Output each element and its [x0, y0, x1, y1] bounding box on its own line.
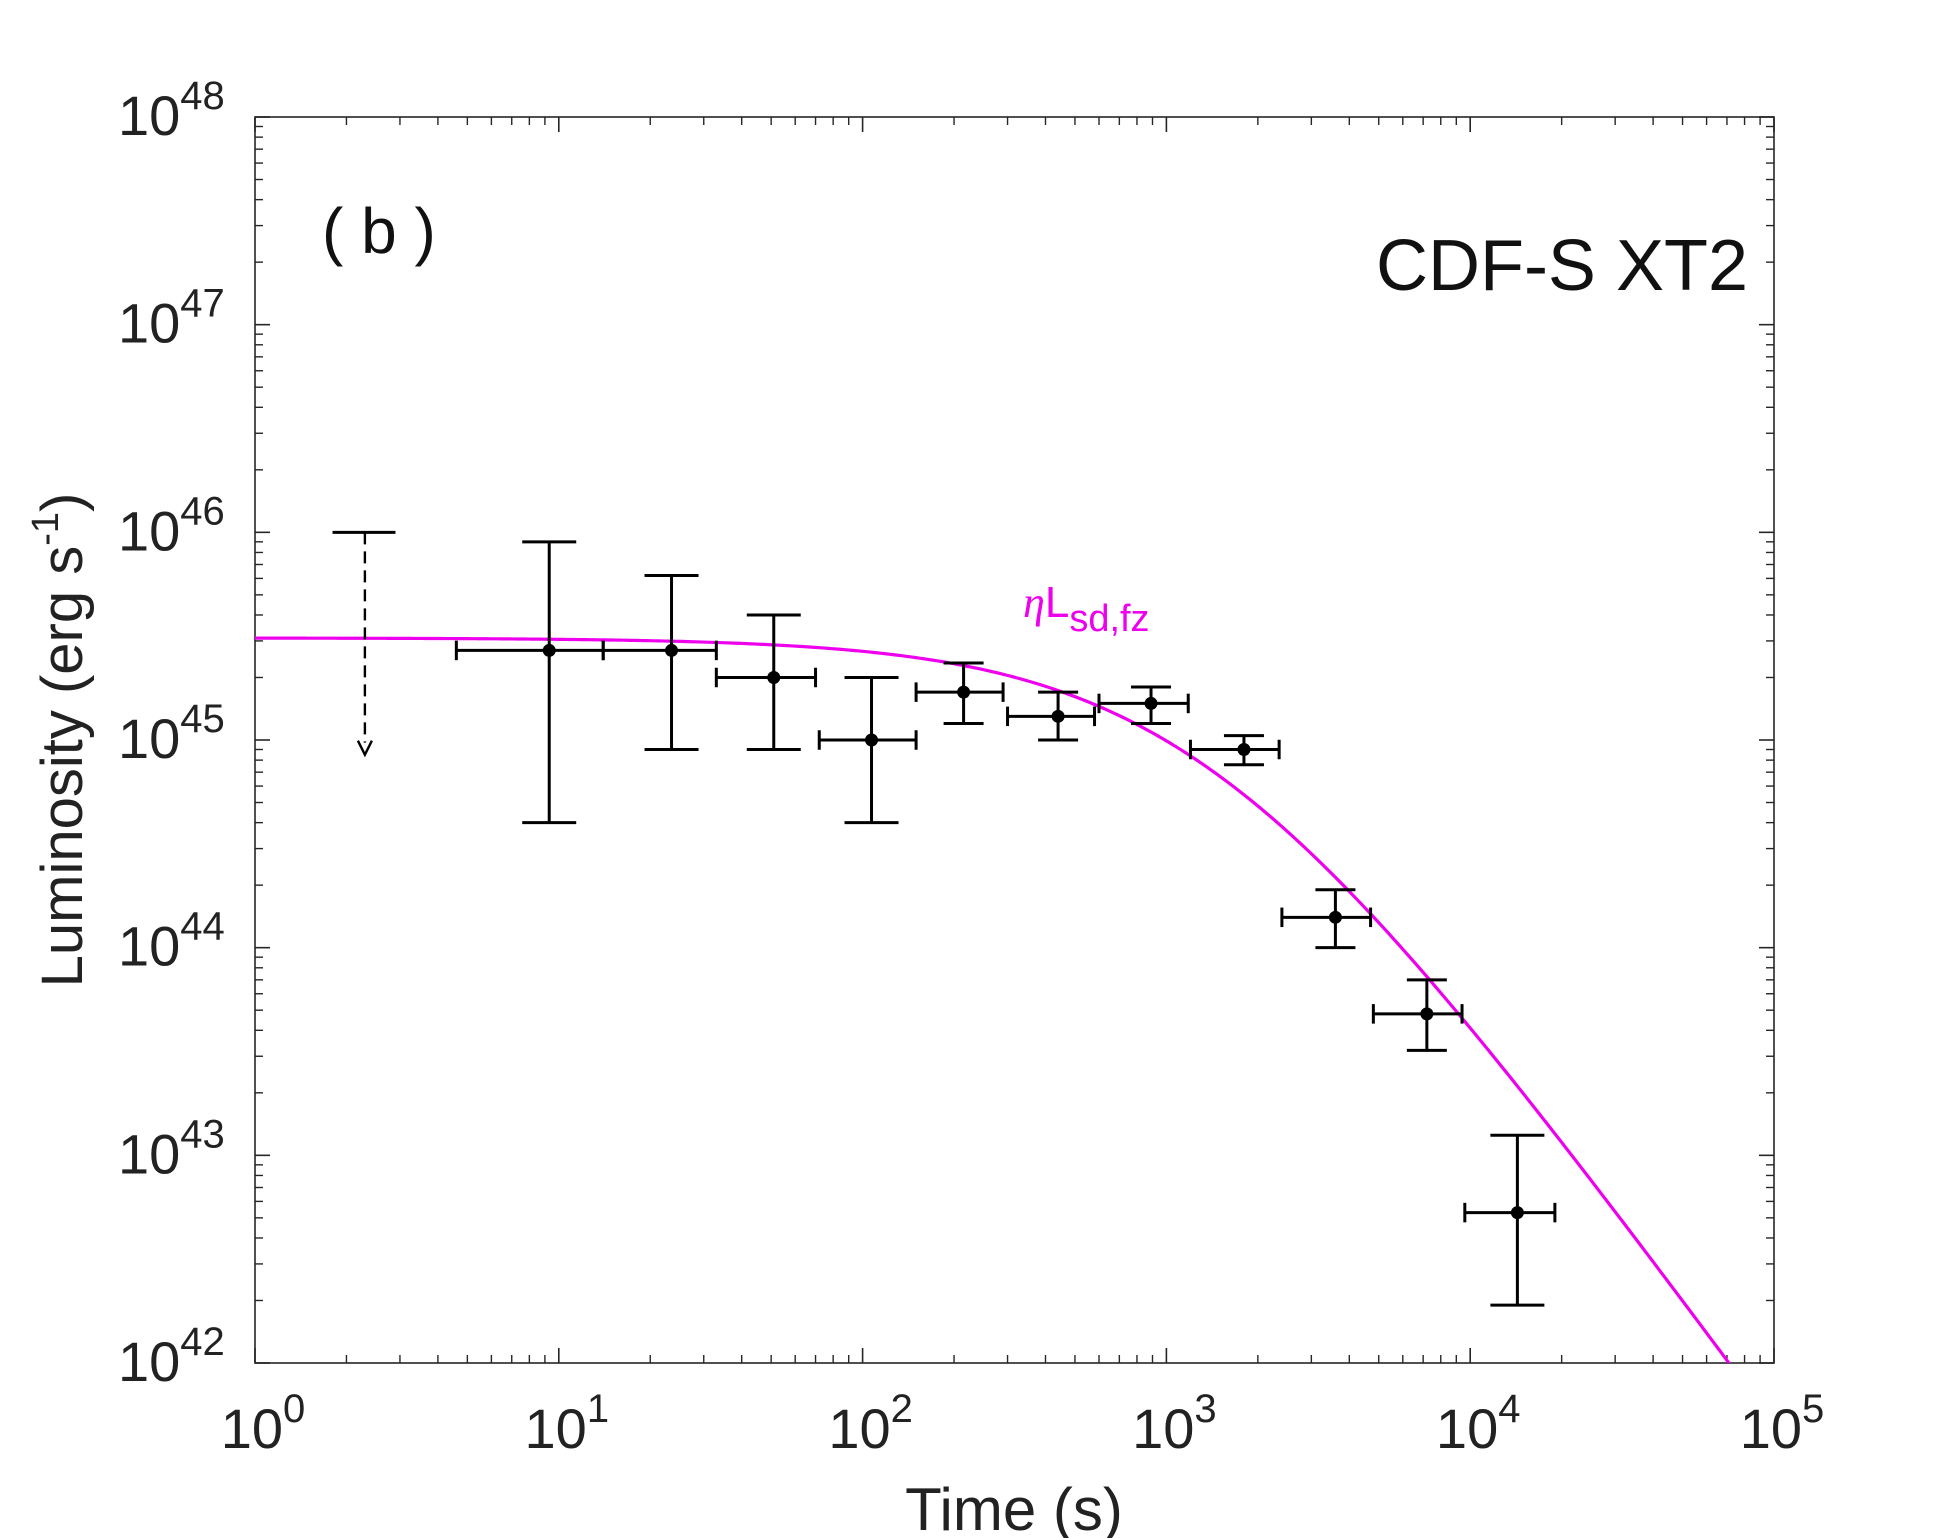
- x-axis-label: Time (s): [905, 1476, 1123, 1538]
- data-point: [1280, 888, 1373, 950]
- data-point: [454, 540, 605, 825]
- model-label: ηLsd,fz: [1023, 578, 1150, 640]
- upper-limit-marker: [332, 530, 396, 758]
- plot-area: [254, 116, 1775, 1364]
- x-tick-label: 100: [221, 1387, 306, 1460]
- model-curve: [255, 636, 1731, 1363]
- data-point: [601, 573, 718, 752]
- x-tick-labels: 100 101 102 103 104 105: [221, 1387, 1825, 1460]
- y-tick-label: 1048: [118, 74, 225, 147]
- model-label-sub: sd,fz: [1069, 598, 1149, 640]
- data-point: [1188, 734, 1281, 767]
- y-tick-label: 1042: [118, 1320, 225, 1393]
- y-axis-label-main: Luminosity (erg s: [30, 546, 95, 988]
- chart-title: CDF-S XT2: [1376, 226, 1748, 306]
- data-marker: [542, 643, 556, 657]
- data-point: [914, 661, 1005, 726]
- upper-limit-arrow: [356, 740, 373, 758]
- data-marker: [1510, 1206, 1524, 1220]
- panel-label: ( b ): [322, 195, 436, 267]
- data-point: [1006, 690, 1097, 742]
- data-point: [714, 613, 818, 752]
- y-axis-label-close: ): [30, 493, 95, 512]
- data-marker: [767, 670, 781, 684]
- y-tick-labels: 1042 1043 1044 1045 1046 1047 1048: [118, 74, 225, 1393]
- data-marker: [665, 643, 679, 657]
- major-ticks: [254, 116, 1775, 1364]
- data-points: [454, 540, 1557, 1307]
- x-tick-label: 102: [828, 1387, 913, 1460]
- data-marker: [1420, 1007, 1434, 1021]
- data-point: [1463, 1133, 1557, 1307]
- data-marker: [865, 733, 879, 747]
- y-tick-label: 1047: [118, 282, 225, 355]
- x-tick-label: 103: [1132, 1387, 1217, 1460]
- x-tick-label: 104: [1436, 1387, 1521, 1460]
- model-label-symbol: η: [1023, 578, 1045, 627]
- data-marker: [1144, 696, 1158, 710]
- x-tick-label: 105: [1740, 1387, 1825, 1460]
- data-marker: [957, 685, 971, 699]
- y-tick-label: 1043: [118, 1112, 225, 1185]
- y-tick-label: 1046: [118, 489, 225, 562]
- data-marker: [1051, 709, 1065, 723]
- data-point: [1097, 685, 1190, 726]
- data-point: [1371, 978, 1464, 1052]
- minor-ticks: [255, 117, 1774, 1363]
- data-point: [817, 675, 918, 825]
- model-label-main: L: [1045, 578, 1069, 627]
- y-tick-label: 1044: [118, 905, 225, 978]
- x-tick-label: 101: [525, 1387, 610, 1460]
- y-axis-label-sup: -1: [25, 512, 67, 546]
- data-marker: [1237, 743, 1251, 757]
- y-axis-label: Luminosity (erg s-1): [25, 493, 95, 988]
- y-tick-label: 1045: [118, 697, 225, 770]
- data-marker: [1328, 910, 1342, 924]
